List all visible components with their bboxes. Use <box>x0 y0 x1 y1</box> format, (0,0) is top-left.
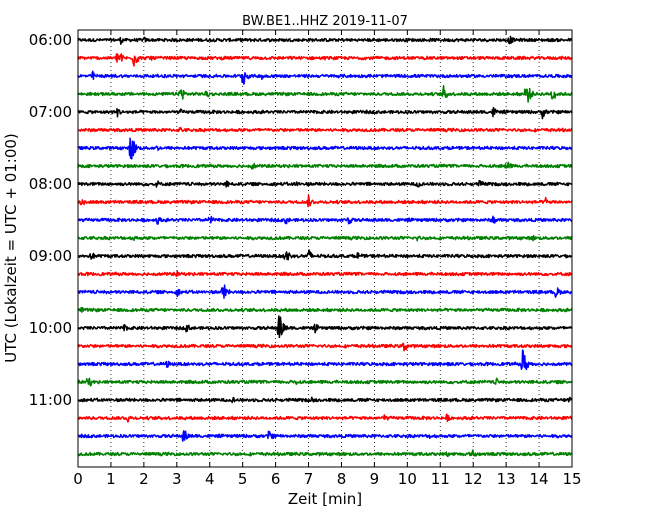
y-tick-label: 11:00 <box>29 391 72 409</box>
trace-0715 <box>77 126 573 133</box>
y-tick-label: 09:00 <box>29 247 72 265</box>
trace-0700 <box>77 106 573 120</box>
trace-0730 <box>77 137 573 160</box>
x-tick-label: 11 <box>431 470 450 488</box>
x-tick-label: 1 <box>106 470 116 488</box>
x-tick-label: 10 <box>398 470 417 488</box>
trace-0915 <box>77 270 573 278</box>
x-tick-label: 2 <box>139 470 149 488</box>
trace-1130 <box>77 430 573 442</box>
x-tick-label: 9 <box>370 470 380 488</box>
trace-0845 <box>77 235 573 242</box>
x-tick-label: 7 <box>304 470 314 488</box>
trace-1100 <box>77 396 573 404</box>
x-tick-label: 3 <box>172 470 182 488</box>
x-axis-ticks: 0 1 2 3 4 5 6 7 8 9 10 11 12 13 14 15 <box>73 30 582 488</box>
y-tick-label: 06:00 <box>29 31 72 49</box>
y-tick-label: 10:00 <box>29 319 72 337</box>
trace-1015 <box>77 342 573 352</box>
chart-title: BW.BE1..HHZ 2019-11-07 <box>242 14 408 29</box>
x-tick-label: 13 <box>497 470 516 488</box>
trace-0900 <box>77 249 573 261</box>
trace-0645 <box>77 84 573 103</box>
trace-1115 <box>77 413 573 423</box>
x-tick-label: 15 <box>562 470 581 488</box>
trace-0630 <box>77 70 573 85</box>
x-tick-label: 6 <box>271 470 281 488</box>
plot-frame <box>77 29 573 468</box>
trace-group <box>77 35 573 458</box>
x-tick-label: 14 <box>530 470 549 488</box>
x-tick-label: 4 <box>205 470 215 488</box>
y-axis-ticks: 06:00 07:00 08:00 09:00 10:00 11:00 <box>29 31 572 409</box>
trace-0615 <box>77 53 573 67</box>
y-axis-label: UTC (Lokalzeit = UTC + 01:00) <box>2 133 20 363</box>
trace-1045 <box>77 377 573 387</box>
trace-0945 <box>77 306 573 313</box>
y-tick-label: 07:00 <box>29 103 72 121</box>
y-tick-label: 08:00 <box>29 175 72 193</box>
x-tick-label: 8 <box>337 470 347 488</box>
trace-0830 <box>77 215 573 225</box>
x-tick-label: 5 <box>238 470 248 488</box>
x-tick-label: 0 <box>73 470 83 488</box>
trace-1030 <box>77 349 573 371</box>
trace-0815 <box>77 194 573 208</box>
x-tick-label: 12 <box>464 470 483 488</box>
trace-0600 <box>77 35 573 45</box>
trace-0800 <box>77 179 573 188</box>
grid-lines <box>110 30 540 467</box>
trace-0930 <box>77 284 573 299</box>
trace-1145 <box>77 449 573 458</box>
trace-1000 <box>77 315 573 339</box>
x-axis-label: Zeit [min] <box>288 490 362 508</box>
trace-0745 <box>77 161 573 170</box>
